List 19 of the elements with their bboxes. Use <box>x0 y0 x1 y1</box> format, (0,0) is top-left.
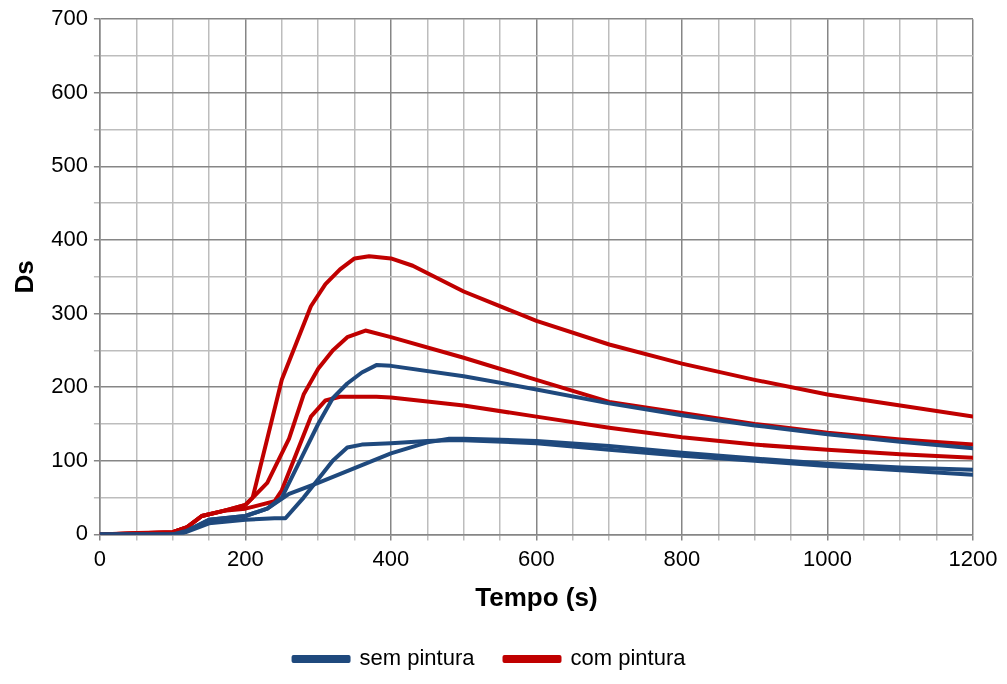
y-tick-label: 500 <box>51 152 88 178</box>
legend-label: com pintura <box>570 645 687 671</box>
y-tick-label: 300 <box>51 299 88 325</box>
y-tick-label: 0 <box>75 520 88 546</box>
x-tick-label: 200 <box>227 545 264 571</box>
y-tick-label: 200 <box>51 373 88 399</box>
y-tick-label: 100 <box>51 446 88 472</box>
x-axis-title: Tempo (s) <box>475 581 598 612</box>
y-tick-label: 700 <box>51 5 88 31</box>
y-tick-label: 400 <box>51 226 88 252</box>
x-tick-label: 600 <box>518 545 555 571</box>
x-tick-label: 400 <box>372 545 410 571</box>
y-axis-title: Ds <box>8 260 39 294</box>
x-tick-label: 0 <box>93 545 107 571</box>
x-tick-label: 800 <box>663 545 701 571</box>
y-tick-label: 600 <box>51 78 88 104</box>
x-tick-label: 1200 <box>948 545 998 571</box>
x-tick-label: 1000 <box>803 545 852 571</box>
legend-label: sem pintura <box>359 645 476 671</box>
